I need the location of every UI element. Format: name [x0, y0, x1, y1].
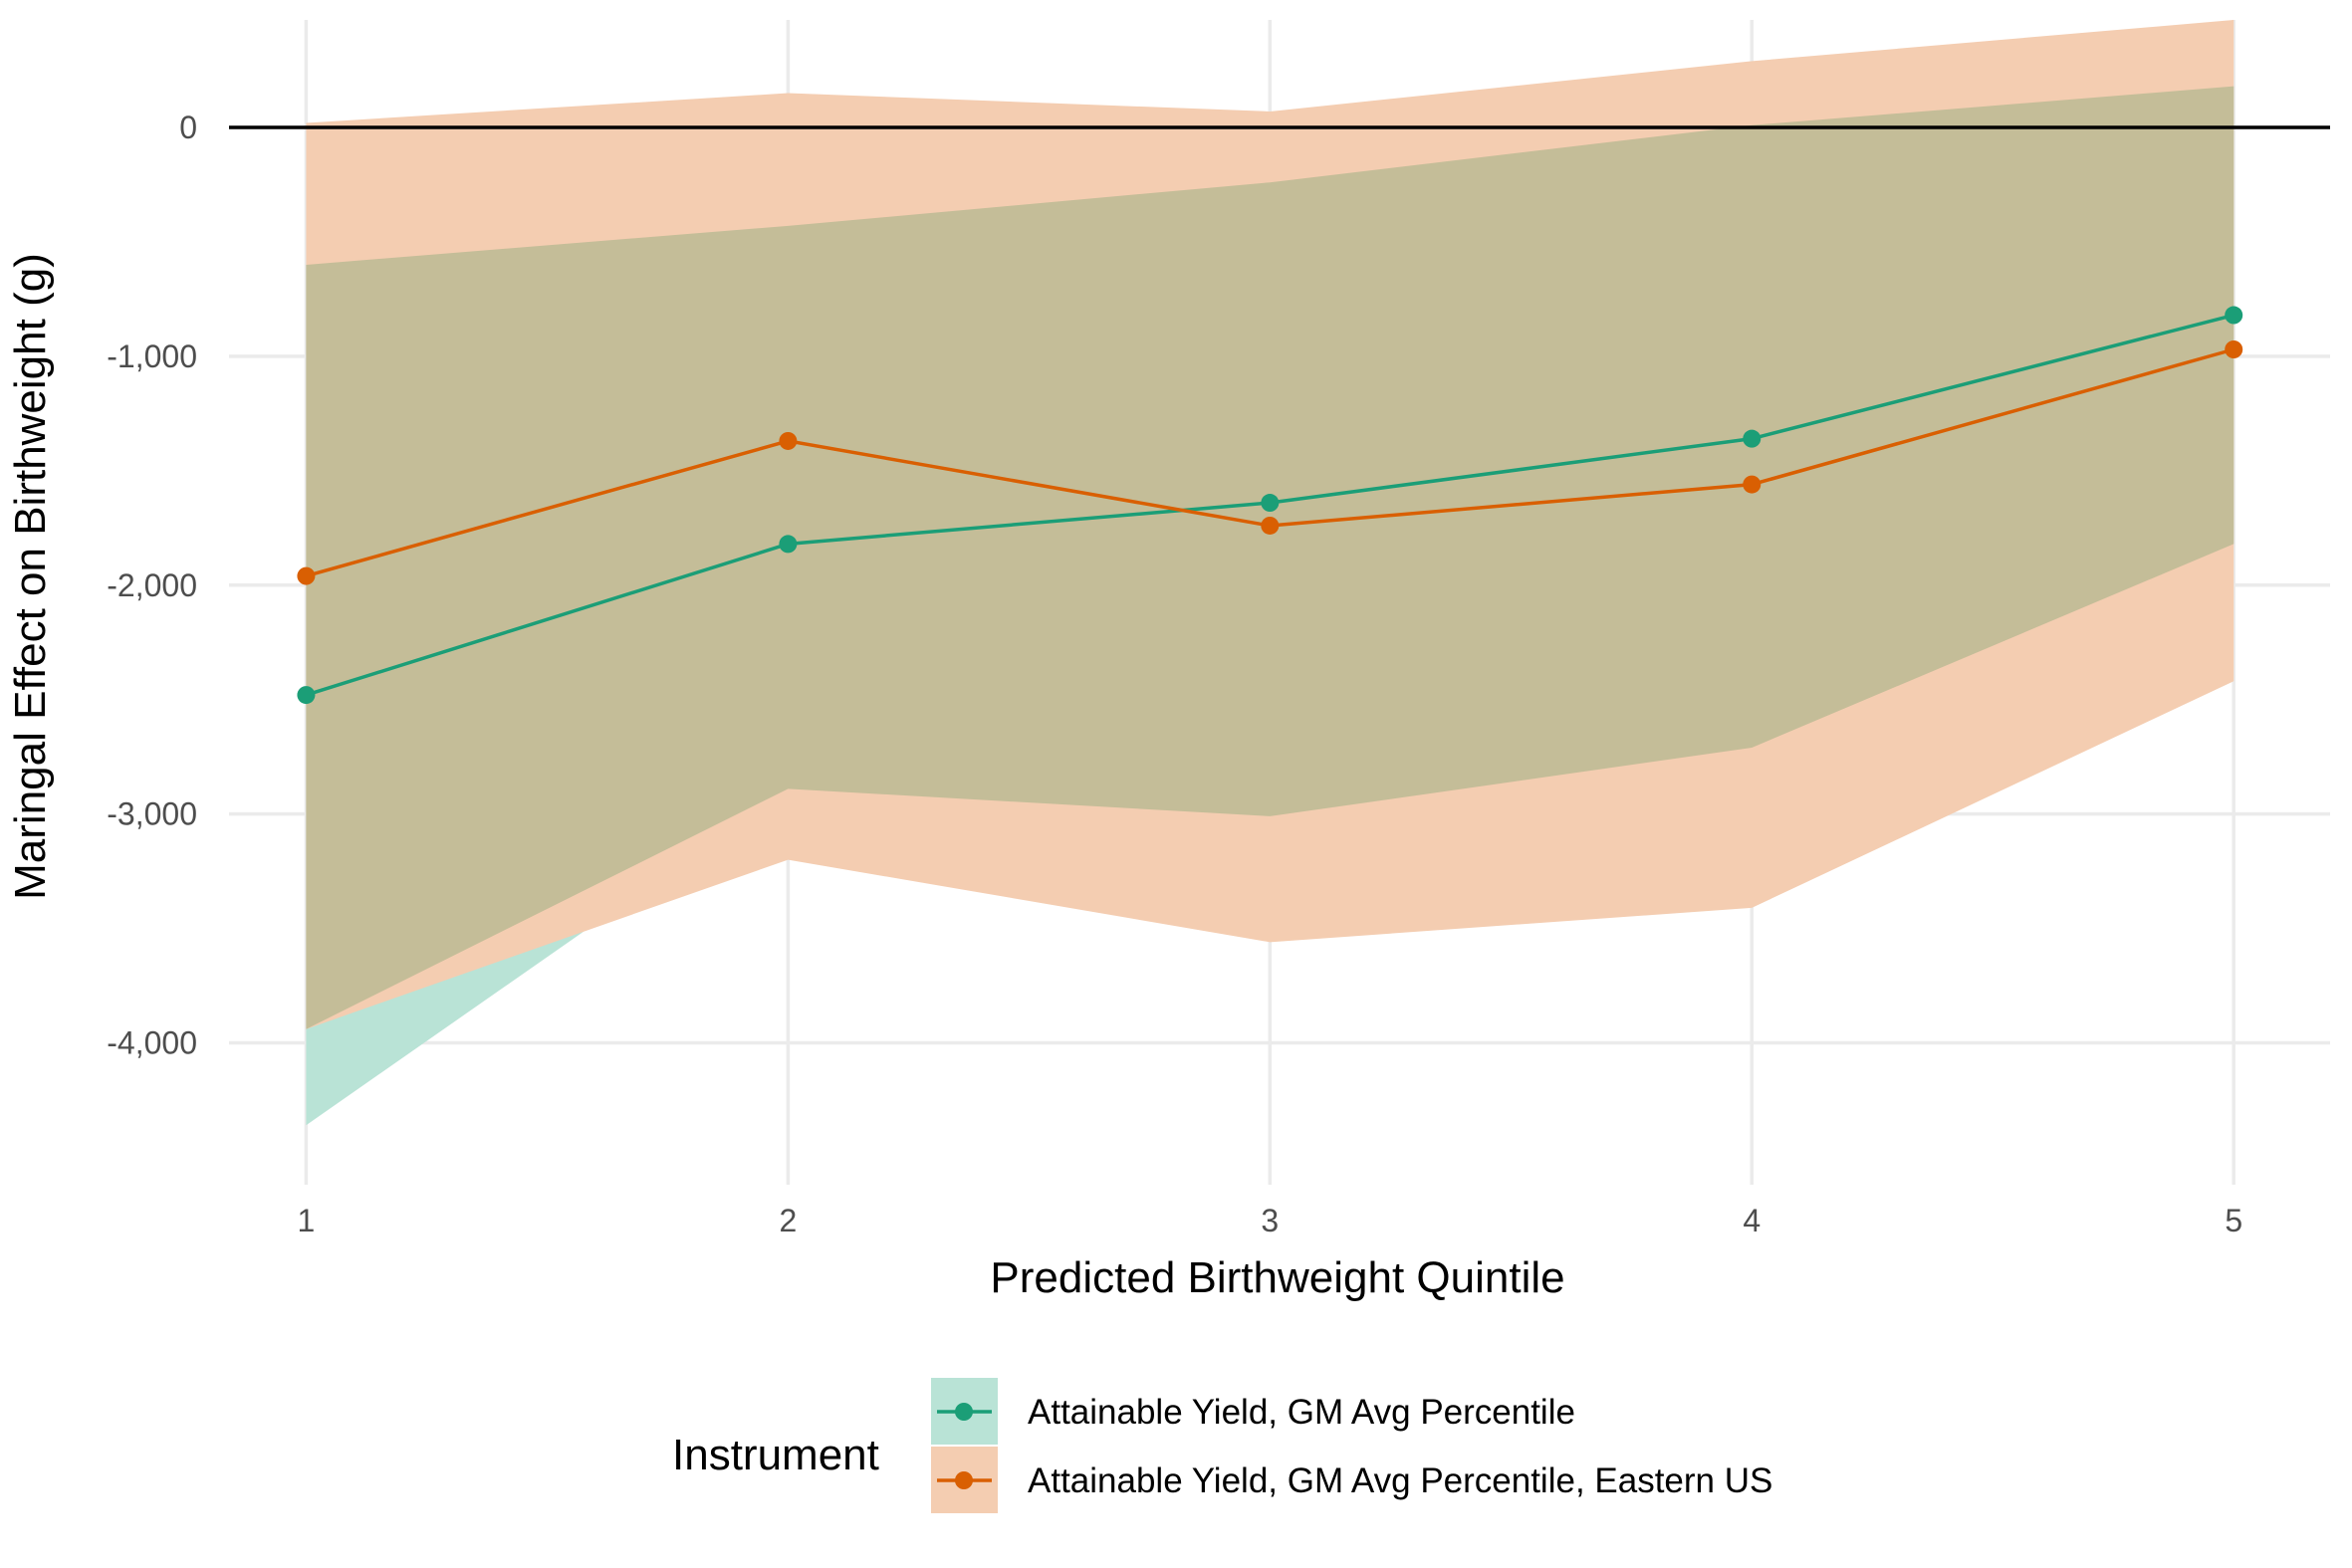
legend-item-0: Attainable Yield, GM Avg Percentile — [931, 1378, 1575, 1445]
point-series-0-x5 — [2225, 306, 2243, 325]
y-tick-label-1: -3,000 — [107, 796, 197, 832]
legend-item-1: Attainable Yield, GM Avg Percentile, Eas… — [931, 1447, 1772, 1513]
y-tick-labels: -4,000 -3,000 -2,000 -1,000 0 — [107, 110, 197, 1060]
legend-label-0: Attainable Yield, GM Avg Percentile — [1028, 1393, 1575, 1432]
x-tick-label-3: 4 — [1743, 1203, 1761, 1238]
point-series-1-x1 — [297, 566, 316, 585]
point-series-1-x3 — [1261, 516, 1280, 535]
y-tick-label-4: 0 — [179, 110, 197, 145]
x-tick-labels: 1 2 3 4 5 — [298, 1203, 2243, 1238]
ribbon-overlap-area — [306, 86, 2234, 1029]
ribbon-overlap — [306, 86, 2234, 1029]
point-series-0-x1 — [297, 686, 316, 705]
x-axis-title: Predicted Birthweight Quintile — [990, 1253, 1564, 1302]
point-series-1-x5 — [2225, 340, 2243, 359]
y-axis-title: Maringal Effect on Birthweight (g) — [6, 253, 55, 900]
legend-keys: Attainable Yield, GM Avg Percentile Attai… — [931, 1378, 1772, 1513]
legend-label-1: Attainable Yield, GM Avg Percentile, Eas… — [1028, 1461, 1772, 1500]
x-tick-label-2: 3 — [1261, 1203, 1279, 1238]
legend-point-0 — [955, 1403, 973, 1421]
point-series-0-x4 — [1743, 429, 1762, 448]
y-tick-label-0: -4,000 — [107, 1024, 197, 1060]
y-tick-label-2: -2,000 — [107, 567, 197, 603]
point-series-1-x4 — [1743, 475, 1762, 494]
x-tick-label-0: 1 — [298, 1203, 316, 1238]
point-series-1-x2 — [779, 431, 798, 450]
x-tick-label-4: 5 — [2225, 1203, 2242, 1238]
point-series-0-x2 — [779, 535, 798, 554]
point-series-0-x3 — [1261, 494, 1280, 513]
legend-title: Instrument — [672, 1431, 879, 1479]
y-tick-label-3: -1,000 — [107, 338, 197, 374]
x-tick-label-1: 2 — [779, 1203, 797, 1238]
legend: Instrument Attainable Yield, GM Avg Perc… — [672, 1378, 1772, 1513]
series-points — [297, 306, 2243, 705]
legend-point-1 — [955, 1471, 973, 1489]
